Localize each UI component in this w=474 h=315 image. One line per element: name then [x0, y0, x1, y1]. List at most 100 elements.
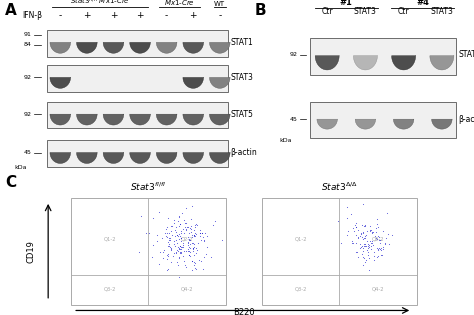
Point: [169, 254, 176, 259]
Point: [177, 236, 184, 241]
Point: [352, 220, 360, 226]
Point: [364, 246, 372, 251]
Text: $Mx1$-Cre: $Mx1$-Cre: [164, 0, 195, 7]
Point: [188, 259, 196, 264]
Point: [343, 233, 351, 238]
Text: Q1-2: Q1-2: [294, 236, 307, 241]
Point: [172, 243, 179, 248]
Point: [146, 230, 153, 235]
Point: [359, 246, 366, 251]
Point: [164, 235, 171, 240]
Point: [188, 204, 196, 209]
Point: [363, 228, 371, 233]
Point: [209, 222, 217, 227]
Point: [373, 229, 380, 234]
Point: [153, 239, 161, 244]
Text: +: +: [109, 11, 117, 20]
Point: [351, 222, 359, 227]
Point: [172, 249, 179, 255]
Polygon shape: [315, 56, 339, 70]
Point: [182, 227, 189, 232]
Point: [358, 235, 365, 240]
Text: β-actin: β-actin: [231, 148, 257, 157]
Point: [191, 260, 199, 265]
Point: [354, 235, 362, 240]
Point: [359, 229, 366, 234]
Point: [191, 241, 198, 246]
Point: [181, 249, 188, 254]
Point: [367, 247, 374, 252]
Polygon shape: [103, 152, 124, 163]
Polygon shape: [210, 77, 230, 88]
Point: [375, 237, 383, 242]
Point: [173, 233, 181, 238]
Point: [171, 217, 178, 222]
Point: [176, 243, 184, 248]
Point: [368, 240, 375, 245]
Point: [357, 244, 365, 249]
Polygon shape: [130, 43, 150, 53]
Polygon shape: [210, 114, 230, 125]
Point: [176, 221, 184, 226]
Point: [372, 225, 380, 230]
Point: [188, 234, 195, 239]
Text: β-actin: β-actin: [458, 115, 474, 124]
Text: -: -: [218, 11, 221, 20]
Point: [189, 241, 196, 246]
Point: [173, 260, 181, 265]
Point: [356, 233, 364, 238]
Point: [162, 227, 170, 232]
Point: [181, 220, 189, 225]
Point: [381, 240, 389, 245]
Point: [189, 249, 197, 254]
Polygon shape: [50, 114, 71, 125]
Point: [156, 249, 164, 254]
Point: [364, 238, 371, 243]
Point: [164, 231, 171, 236]
Point: [203, 233, 210, 238]
Point: [370, 257, 378, 262]
Bar: [47, 102, 228, 129]
Point: [200, 238, 208, 243]
Point: [164, 254, 172, 259]
Point: [185, 238, 193, 243]
Point: [364, 247, 371, 252]
Point: [347, 212, 355, 217]
Point: [188, 241, 196, 246]
Point: [190, 227, 197, 232]
Point: [165, 238, 173, 243]
Point: [384, 231, 392, 236]
Polygon shape: [432, 119, 452, 129]
Polygon shape: [50, 43, 71, 53]
Point: [366, 244, 374, 249]
Point: [374, 234, 382, 239]
Point: [195, 240, 202, 245]
Point: [161, 231, 169, 236]
Point: [186, 238, 194, 243]
Polygon shape: [77, 43, 97, 53]
Point: [374, 216, 381, 221]
Point: [379, 247, 387, 252]
Point: [192, 221, 200, 226]
Point: [175, 246, 182, 251]
Point: [193, 222, 201, 227]
Polygon shape: [317, 119, 337, 129]
Point: [189, 259, 196, 264]
Point: [177, 229, 184, 234]
Polygon shape: [156, 43, 177, 53]
Point: [362, 243, 370, 249]
Point: [361, 222, 369, 227]
Point: [163, 257, 170, 262]
Point: [188, 223, 195, 228]
Point: [357, 232, 365, 237]
Point: [350, 240, 357, 245]
Point: [373, 221, 381, 226]
Point: [375, 235, 383, 240]
Polygon shape: [130, 114, 150, 125]
Point: [189, 245, 197, 250]
Point: [168, 233, 176, 238]
Point: [349, 225, 357, 230]
Point: [164, 225, 171, 230]
Point: [352, 249, 359, 255]
Point: [180, 258, 187, 263]
